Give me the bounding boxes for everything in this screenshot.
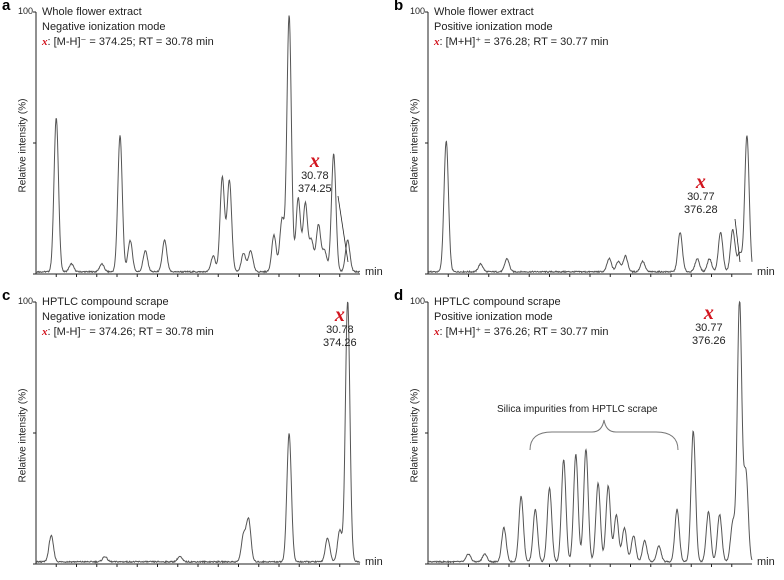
panel-a: a Whole flower extract Negative ionization… — [0, 0, 392, 290]
peak-annotation: x 30.77 376.26 — [692, 302, 726, 348]
ion-info: : [M-H]⁻ = 374.25; RT = 30.78 min — [47, 36, 214, 48]
panel-label: d — [394, 287, 404, 304]
x-unit-label: min — [365, 556, 383, 568]
annotation-rt: 30.77 — [695, 322, 723, 334]
y-max-label: 100 — [18, 6, 34, 16]
ion-info: : [M-H]⁻ = 374.26; RT = 30.78 min — [47, 326, 214, 338]
y-max-label: 100 — [18, 296, 34, 306]
panel-label: c — [2, 287, 11, 304]
compound-marker-large: x — [309, 150, 320, 172]
annotation-rt: 30.78 — [301, 170, 329, 182]
annotation-rt: 30.78 — [326, 324, 354, 336]
y-max-label: 100 — [410, 296, 426, 306]
annotation-rt: 30.77 — [687, 191, 715, 203]
peak-annotation: x 30.78 374.25 — [298, 150, 332, 196]
ion-info: : [M+H]⁺ = 376.26; RT = 30.77 min — [439, 326, 609, 338]
compound-marker: x — [434, 326, 440, 338]
panel-b: b Whole flower extract Positive ionization… — [392, 0, 784, 290]
silica-bracket — [529, 419, 679, 451]
ionization-mode: Positive ionization mode — [434, 311, 553, 323]
annotation-mz: 374.25 — [298, 183, 332, 195]
ion-info: : [M+H]⁺ = 376.28; RT = 30.77 min — [439, 36, 609, 48]
panel-info: HPTLC compound scrape Positive ionization… — [434, 295, 608, 340]
compound-marker-large: x — [695, 171, 706, 193]
sample-title: Whole flower extract — [42, 6, 142, 18]
sample-title: Whole flower extract — [434, 6, 534, 18]
y-axis-label: Relative intensity (%) — [17, 388, 29, 483]
y-axis-label: Relative intensity (%) — [409, 388, 421, 483]
chromatogram — [33, 301, 361, 567]
ionization-mode: Positive ionization mode — [434, 21, 553, 33]
ion-line: x: [M-H]⁻ = 374.25; RT = 30.78 min — [42, 35, 214, 50]
x-unit-label: min — [757, 266, 775, 278]
ion-line: x: [M+H]⁺ = 376.28; RT = 30.77 min — [434, 35, 608, 50]
peak-annotation: x 30.78 374.26 — [323, 304, 357, 350]
panel-label: b — [394, 0, 404, 14]
chromatogram — [425, 300, 753, 567]
sample-title: HPTLC compound scrape — [42, 296, 169, 308]
ion-line: x: [M+H]⁺ = 376.26; RT = 30.77 min — [434, 325, 608, 340]
trace-line — [427, 300, 753, 564]
chromatogram — [425, 11, 753, 277]
compound-marker-large: x — [334, 304, 345, 326]
ionization-mode: Negative ionization mode — [42, 21, 166, 33]
compound-marker: x — [434, 36, 440, 48]
sample-title: HPTLC compound scrape — [434, 296, 561, 308]
x-unit-label: min — [757, 556, 775, 568]
silica-label: Silica impurities from HPTLC scrape — [497, 404, 658, 415]
peak-annotation: x 30.77 376.28 — [684, 171, 718, 217]
ionization-mode: Negative ionization mode — [42, 311, 166, 323]
annotation-mz: 376.26 — [692, 335, 726, 347]
panel-info: Whole flower extract Negative ionization … — [42, 5, 214, 50]
compound-marker: x — [42, 326, 48, 338]
trace-line — [35, 15, 360, 274]
panel-d: d HPTLC compound scrape Positive ionizatio… — [392, 287, 784, 580]
panel-info: Whole flower extract Positive ionization … — [434, 5, 608, 50]
panel-info: HPTLC compound scrape Negative ionization… — [42, 295, 214, 340]
panel-label: a — [2, 0, 11, 14]
annotation-mz: 376.28 — [684, 204, 718, 216]
chromatogram — [33, 11, 360, 277]
ion-line: x: [M-H]⁻ = 374.26; RT = 30.78 min — [42, 325, 214, 340]
y-max-label: 100 — [410, 6, 426, 16]
x-unit-label: min — [365, 266, 383, 278]
y-axis-label: Relative intensity (%) — [409, 98, 421, 193]
compound-marker: x — [42, 36, 48, 48]
panel-c: c HPTLC compound scrape Negative ionizatio… — [0, 287, 392, 580]
annotation-leader — [734, 218, 741, 263]
trace-line — [427, 135, 753, 274]
compound-marker-large: x — [703, 302, 714, 324]
trace-line — [35, 301, 361, 564]
y-axis-label: Relative intensity (%) — [17, 98, 29, 193]
annotation-mz: 374.26 — [323, 337, 357, 349]
annotation-leader — [337, 195, 349, 263]
